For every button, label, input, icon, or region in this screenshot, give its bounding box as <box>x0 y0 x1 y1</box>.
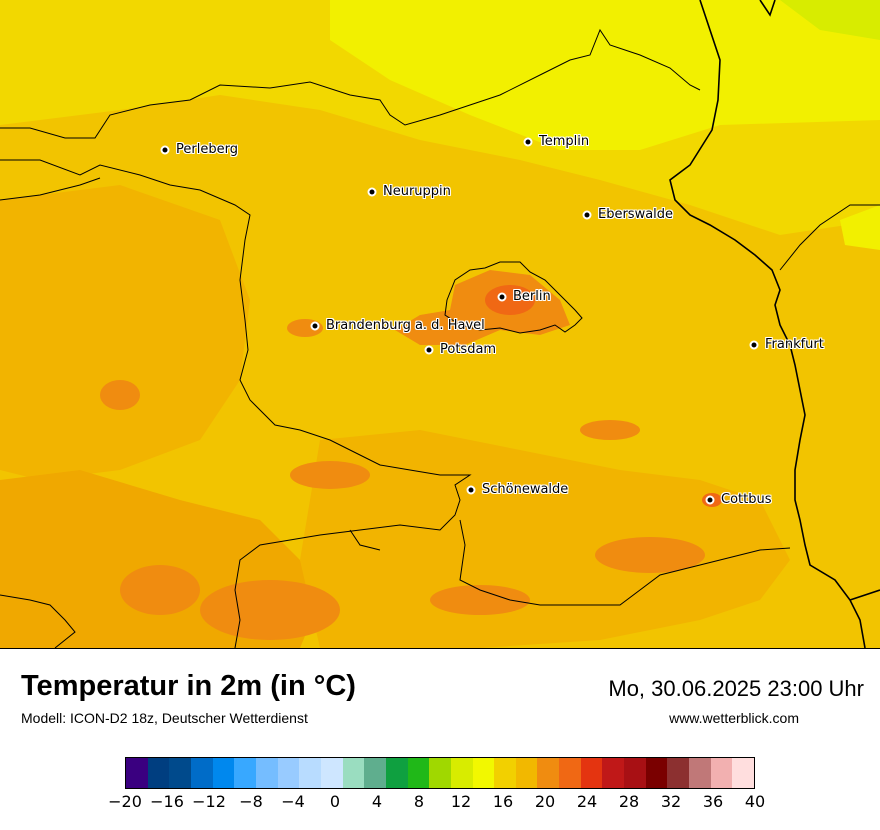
city-marker-icon <box>497 292 507 302</box>
legend-color-cell <box>472 758 495 788</box>
city-marker-icon <box>367 187 377 197</box>
legend-color-cell <box>667 758 690 788</box>
forecast-datetime: Mo, 30.06.2025 23:00 Uhr <box>608 676 864 701</box>
legend-tick-label: 16 <box>492 792 514 811</box>
warm-spot-south-3 <box>430 585 530 615</box>
legend-color-cell <box>624 758 646 788</box>
legend-tick-label: 20 <box>534 792 556 811</box>
legend-tick-label: 8 <box>413 792 425 811</box>
legend-color-cell <box>126 758 148 788</box>
legend-tick-label: −20 <box>108 792 142 811</box>
legend-color-cell <box>515 758 538 788</box>
legend-color-cell <box>559 758 581 788</box>
color-legend-bar <box>125 757 755 789</box>
city-label-perleberg: Perleberg <box>176 141 238 157</box>
legend-tick-label: 28 <box>618 792 640 811</box>
national-border <box>669 0 880 648</box>
city-label-brandenburg: Brandenburg a. d. Havel <box>326 317 485 333</box>
legend-color-cell <box>385 758 408 788</box>
city-marker-icon <box>749 340 759 350</box>
temperature-zone-northeast-cool <box>330 0 880 150</box>
warm-spot-south-2 <box>595 537 705 573</box>
legend-color-cell <box>537 758 560 788</box>
city-label-schoenewalde: Schönewalde <box>482 481 569 497</box>
legend-color-cell <box>147 758 170 788</box>
temperature-zone-northeast-cooler <box>780 0 880 40</box>
legend-tick-label: 32 <box>660 792 682 811</box>
city-label-neuruppin: Neuruppin <box>383 183 451 199</box>
legend-tick-label: −4 <box>281 792 305 811</box>
legend-color-cell <box>212 758 235 788</box>
legend-color-cell <box>320 758 343 788</box>
city-label-frankfurt: Frankfurt <box>765 336 824 352</box>
legend-color-cell <box>190 758 213 788</box>
legend-color-cell <box>580 758 603 788</box>
city-marker-icon <box>705 495 715 505</box>
legend-color-cell <box>732 758 755 788</box>
legend-color-cell <box>342 758 365 788</box>
legend-color-cell <box>602 758 625 788</box>
website-link[interactable]: www.wetterblick.com <box>669 710 799 726</box>
legend-color-cell <box>645 758 668 788</box>
legend-tick-label: 40 <box>744 792 766 811</box>
hot-spot-berlin <box>485 285 535 315</box>
city-marker-icon <box>523 137 533 147</box>
warm-spot-southwest-2 <box>120 565 200 615</box>
legend-color-cell <box>299 758 321 788</box>
warm-spot-west <box>100 380 140 410</box>
temperature-zone-west-warm <box>0 185 250 480</box>
temperature-zone-south-warm <box>300 430 790 648</box>
temperature-zone-east-cool <box>840 205 880 250</box>
legend-color-cell <box>429 758 451 788</box>
map-canvas <box>0 0 880 648</box>
legend-color-cell <box>364 758 386 788</box>
warm-spot-east <box>580 420 640 440</box>
legend-color-cell <box>710 758 733 788</box>
legend-color-cell <box>169 758 191 788</box>
district-borders <box>0 28 880 648</box>
map-title: Temperatur in 2m (in °C) <box>21 670 356 702</box>
city-marker-icon <box>310 321 320 331</box>
color-legend-ticks: −20 −16 −12 −8 −4 0 4 8 12 16 20 24 28 32 36 40 <box>108 792 765 822</box>
city-label-templin: Templin <box>539 133 590 149</box>
legend-tick-label: −12 <box>192 792 226 811</box>
model-source: Modell: ICON-D2 18z, Deutscher Wetterdie… <box>21 710 308 726</box>
legend-color-cell <box>255 758 278 788</box>
legend-color-cell <box>450 758 473 788</box>
city-label-berlin: Berlin <box>513 288 551 304</box>
city-label-potsdam: Potsdam <box>440 341 497 357</box>
legend-color-cell <box>407 758 430 788</box>
city-marker-icon <box>424 345 434 355</box>
legend-tick-label: −8 <box>239 792 263 811</box>
city-label-cottbus: Cottbus <box>721 491 772 507</box>
city-marker-icon <box>466 485 476 495</box>
legend-tick-label: 0 <box>329 792 341 811</box>
legend-tick-label: −16 <box>150 792 184 811</box>
city-marker-icon <box>160 145 170 155</box>
legend-color-cell <box>689 758 711 788</box>
legend-tick-label: 4 <box>371 792 383 811</box>
temperature-map[interactable]: Perleberg Templin Neuruppin Eberswalde B… <box>0 0 880 649</box>
legend-color-cell <box>494 758 516 788</box>
city-label-eberswalde: Eberswalde <box>598 206 674 222</box>
warm-spot-southwest <box>200 580 340 640</box>
legend-tick-label: 12 <box>450 792 472 811</box>
city-marker-icon <box>582 210 592 220</box>
legend-color-cell <box>234 758 256 788</box>
legend-color-cell <box>277 758 300 788</box>
warm-spot-south-1 <box>290 461 370 489</box>
legend-tick-label: 24 <box>576 792 598 811</box>
legend-tick-label: 36 <box>702 792 724 811</box>
